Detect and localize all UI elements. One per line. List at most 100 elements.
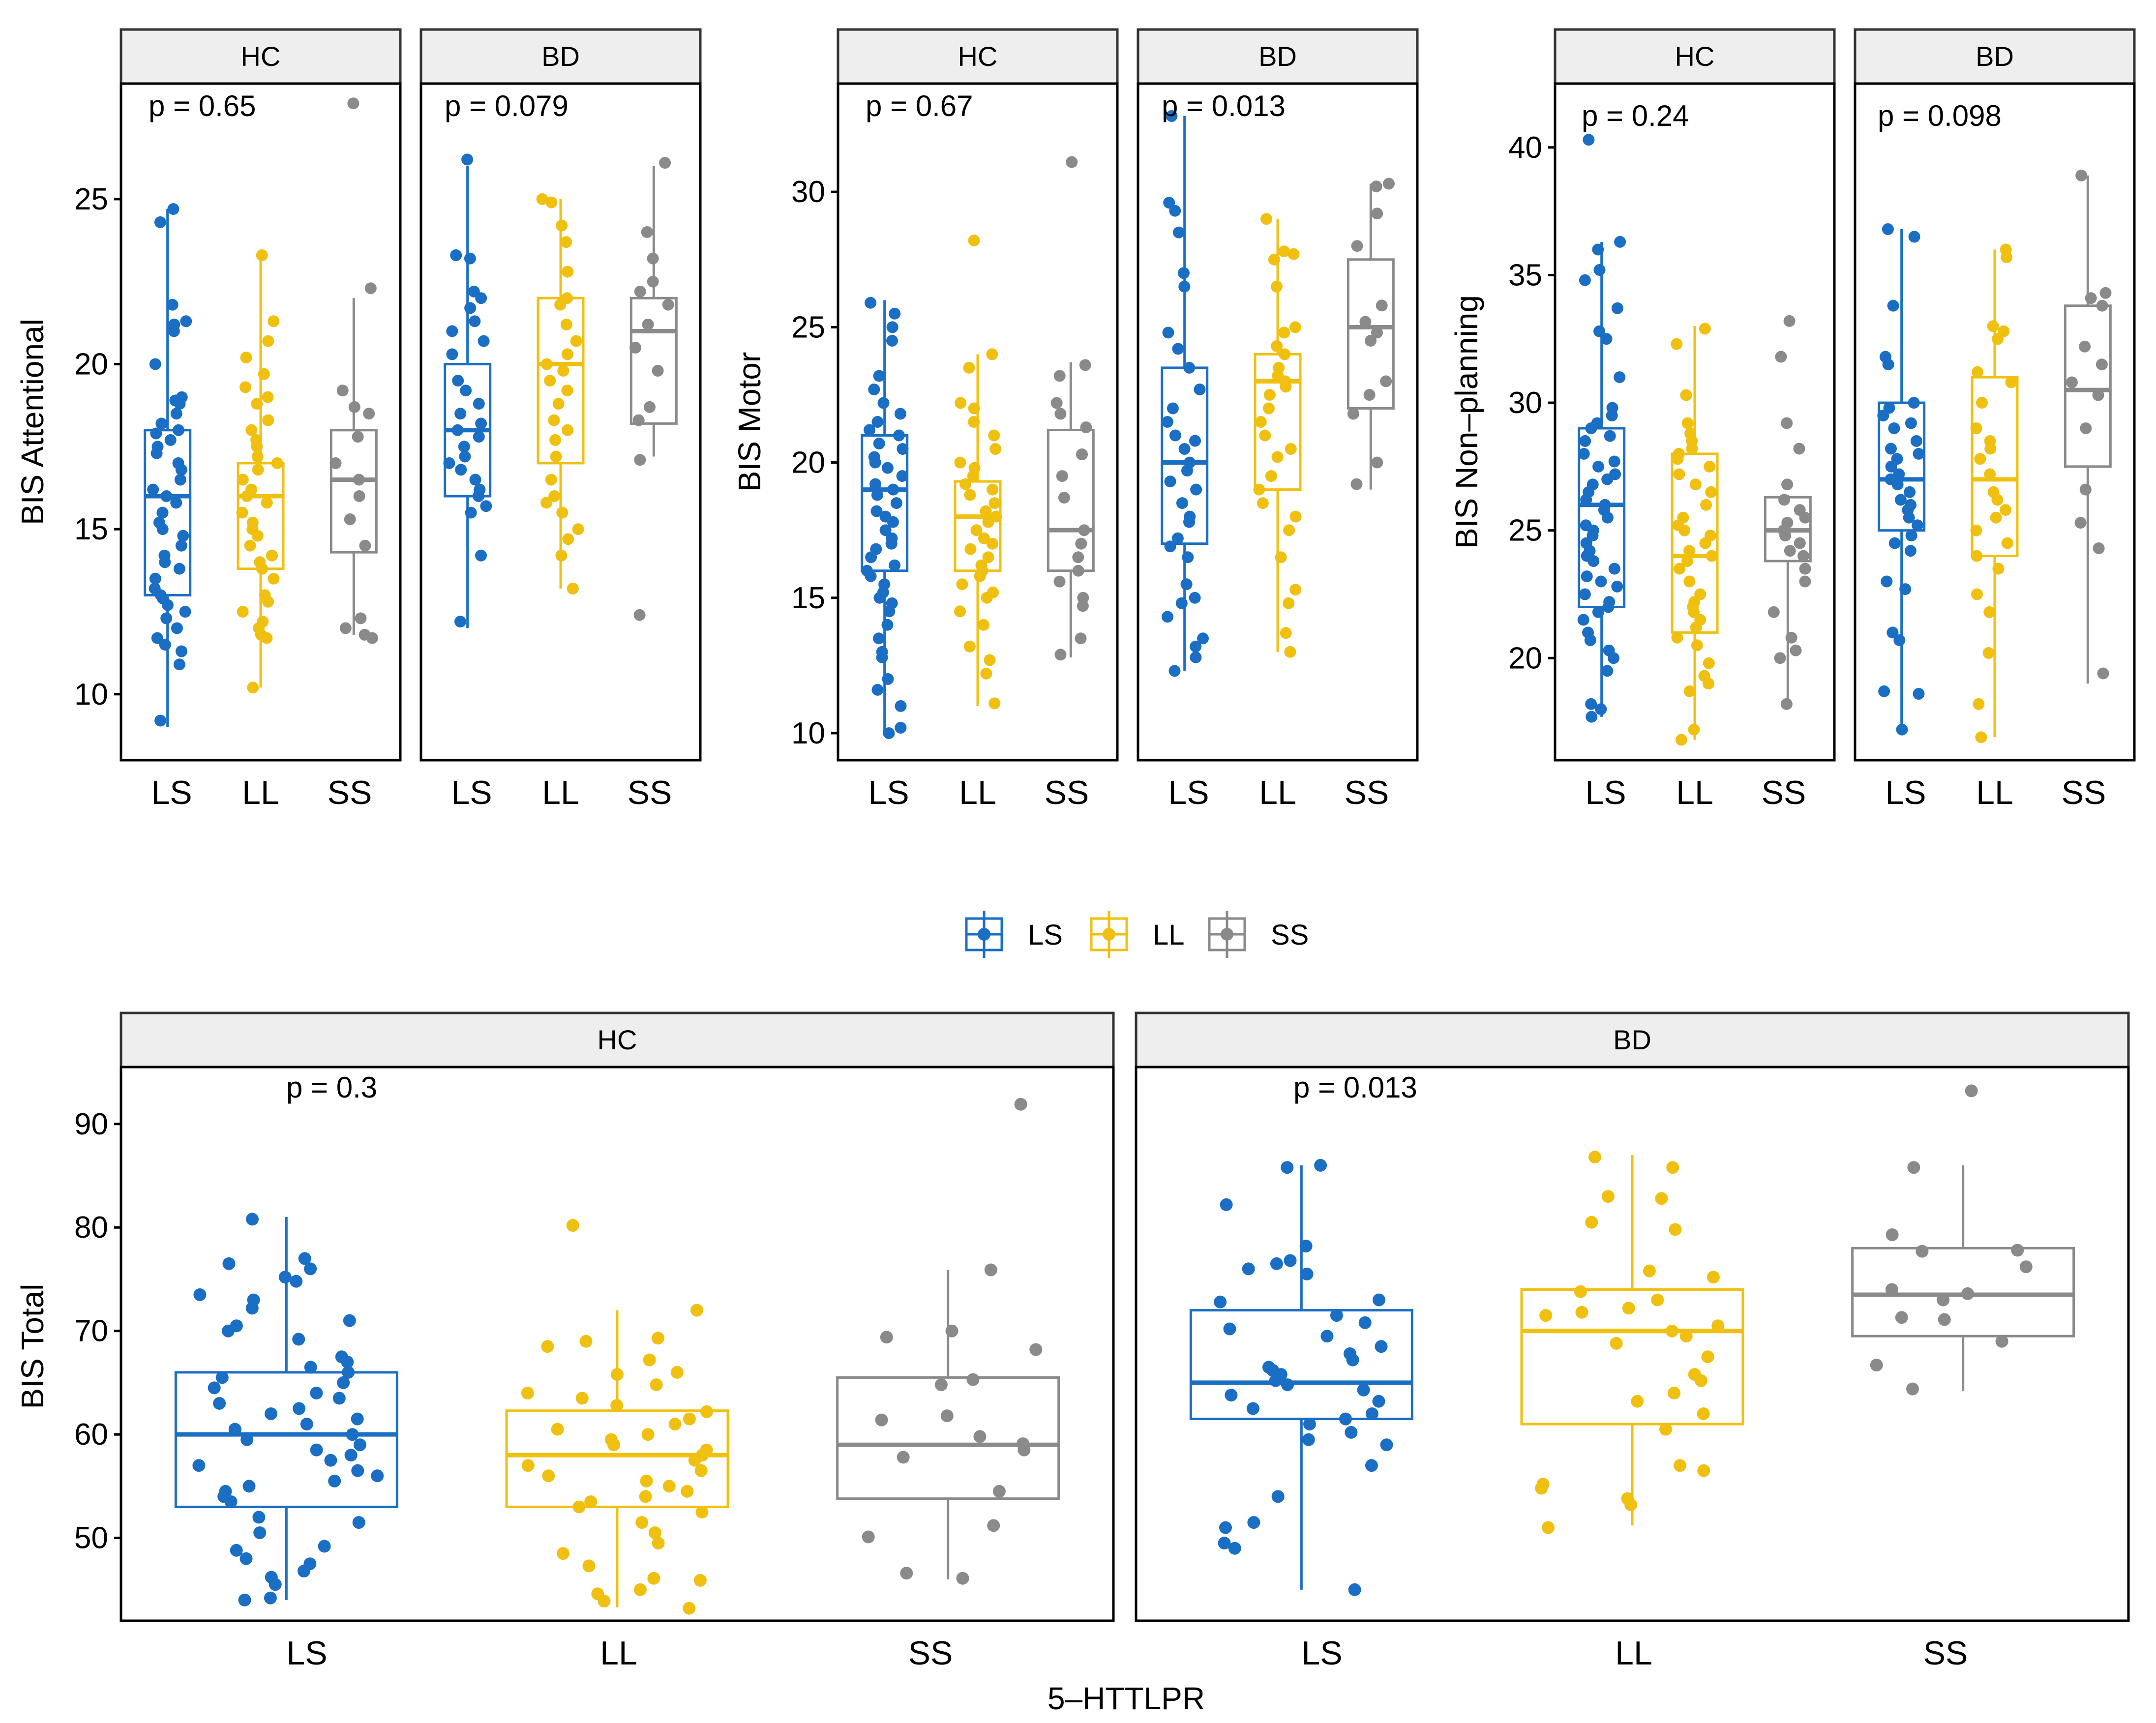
data-point [180, 315, 192, 327]
data-point [988, 697, 1001, 710]
data-point [1706, 550, 1718, 562]
data-point [1604, 430, 1616, 442]
data-point [883, 605, 896, 618]
data-point [464, 302, 477, 314]
data-point [269, 1578, 282, 1591]
data-point [1363, 389, 1376, 401]
data-point [2019, 1260, 2033, 1274]
data-point [1365, 334, 1377, 347]
data-point [1683, 545, 1695, 557]
box-ls [1877, 223, 1926, 736]
data-point [987, 537, 998, 550]
box-ls [861, 297, 909, 739]
data-point [1190, 651, 1202, 663]
data-point [1937, 1293, 1950, 1307]
box-ll [505, 1219, 729, 1615]
data-point [1781, 478, 1794, 491]
data-point [1171, 532, 1184, 544]
data-point [1178, 267, 1190, 279]
data-point [268, 315, 280, 327]
data-point [1908, 397, 1920, 409]
data-point [1683, 575, 1696, 588]
data-point [992, 1485, 1006, 1498]
data-point [1164, 540, 1176, 553]
data-point [1595, 575, 1607, 588]
data-point [1888, 537, 1901, 549]
data-point [1611, 580, 1623, 593]
data-point [641, 1428, 655, 1441]
facet-marks-bd [1161, 110, 1395, 677]
pvalue-label-hc: p = 0.24 [1582, 99, 1689, 132]
data-point [1895, 1311, 1908, 1324]
data-point [363, 408, 375, 420]
data-point [877, 397, 890, 409]
data-point [1014, 1098, 1027, 1111]
x-tick-label: SS [1045, 774, 1089, 811]
data-point [688, 1454, 701, 1467]
facet-frame-bd [1135, 1066, 2130, 1622]
x-tick-label: SS [908, 1634, 953, 1672]
data-point [690, 1304, 703, 1317]
y-tick-label: 20 [1508, 641, 1542, 675]
data-point [550, 450, 562, 463]
data-point [1610, 1337, 1623, 1350]
pvalue-label-hc: p = 0.3 [286, 1071, 377, 1104]
data-point [1357, 1383, 1370, 1396]
data-point [521, 1387, 534, 1399]
data-point [1971, 550, 1983, 562]
data-point [1976, 397, 1988, 409]
data-point [560, 236, 572, 248]
data-point [633, 1583, 647, 1596]
data-point [980, 667, 992, 680]
data-point [1983, 606, 1996, 618]
y-axis-title: BIS Non–planning [1449, 295, 1484, 549]
box-ss [1347, 178, 1395, 490]
facet-strip-hc [120, 1011, 1115, 1069]
data-point [177, 530, 189, 542]
data-point [668, 1418, 682, 1431]
data-point [895, 722, 907, 734]
data-point [256, 249, 268, 261]
data-point [1271, 451, 1284, 463]
data-point [1906, 1382, 1919, 1396]
iqr-box [1047, 429, 1095, 572]
data-point [1383, 178, 1395, 190]
data-point [258, 368, 270, 380]
data-point [865, 570, 877, 582]
data-point [1539, 1309, 1553, 1322]
data-point [1671, 338, 1683, 350]
data-point [882, 673, 894, 685]
data-point [261, 632, 273, 644]
data-point [635, 1516, 649, 1529]
data-point [1373, 1293, 1385, 1307]
data-point [1877, 410, 1889, 421]
data-point [174, 398, 186, 410]
data-point [579, 1335, 593, 1348]
data-point [1279, 348, 1291, 360]
data-point [154, 216, 166, 228]
data-point [1665, 1324, 1678, 1337]
data-point [1593, 325, 1605, 337]
data-point [881, 462, 894, 474]
data-point [1162, 611, 1173, 623]
box-ls [443, 153, 492, 628]
data-point [977, 619, 989, 631]
data-point [1912, 519, 1924, 532]
panel-total: HC BD 50 60 70 80 90 p = 0.3 p = 0.013 BIS T… [15, 1011, 2130, 1716]
data-point [271, 457, 283, 469]
y-axis: 50 60 70 80 90 [74, 1107, 121, 1555]
data-point [1679, 1330, 1693, 1343]
data-point [652, 1537, 665, 1550]
box-ss [329, 97, 378, 644]
data-point [156, 506, 169, 519]
data-point [173, 563, 185, 575]
data-point [871, 489, 883, 501]
box-ll [1253, 213, 1302, 658]
facet-marks-bd [1189, 1084, 2075, 1596]
data-point [1375, 1340, 1388, 1353]
data-point [1778, 494, 1790, 506]
data-point [251, 398, 263, 410]
y-axis-title: BIS Attentional [15, 319, 50, 525]
data-point [329, 457, 342, 469]
data-point [1257, 497, 1269, 509]
